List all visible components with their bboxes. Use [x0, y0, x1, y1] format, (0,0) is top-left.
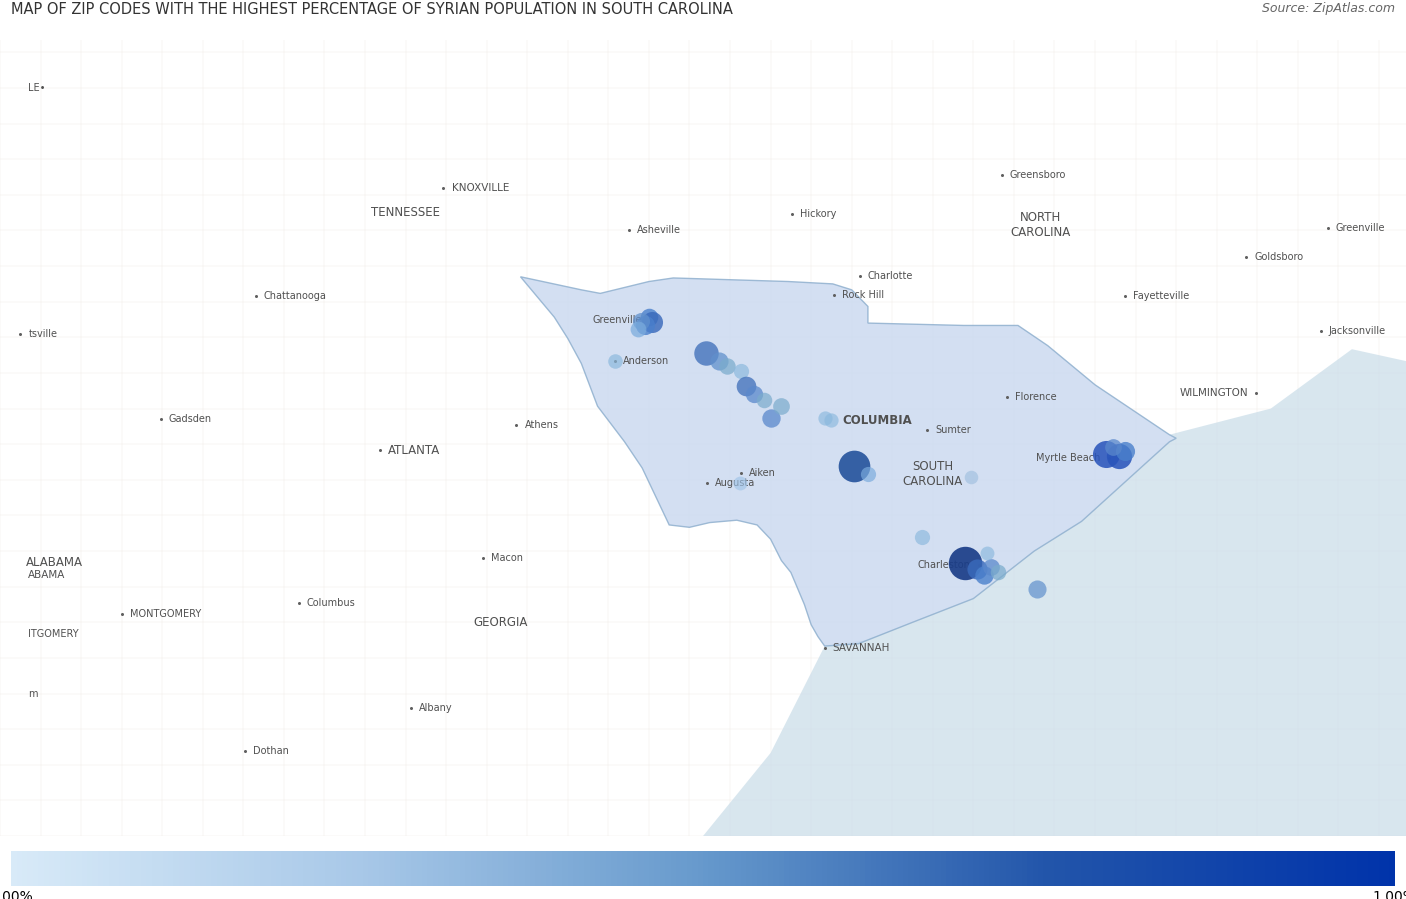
Point: [959, 470, 981, 485]
Text: Greenville: Greenville: [1336, 223, 1385, 233]
Point: [1095, 447, 1118, 461]
Point: [976, 547, 998, 561]
Point: [973, 567, 995, 582]
Point: [630, 314, 652, 328]
Text: Greenville: Greenville: [593, 315, 643, 325]
Point: [955, 556, 977, 570]
Text: Chattanooga: Chattanooga: [263, 290, 326, 301]
Text: LE•: LE•: [28, 83, 46, 93]
Text: NORTH
CAROLINA: NORTH CAROLINA: [1011, 210, 1071, 238]
Point: [627, 322, 650, 336]
Point: [695, 345, 717, 360]
Point: [735, 378, 758, 393]
Text: Jacksonville: Jacksonville: [1329, 326, 1386, 336]
Text: ALABAMA: ALABAMA: [25, 556, 83, 569]
Text: Athens: Athens: [524, 420, 558, 431]
Text: KNOXVILLE: KNOXVILLE: [451, 182, 509, 192]
Point: [911, 530, 934, 544]
Point: [966, 562, 988, 576]
Point: [759, 411, 782, 425]
Point: [638, 310, 661, 325]
Text: Asheville: Asheville: [637, 226, 681, 236]
Point: [730, 363, 752, 378]
Polygon shape: [520, 277, 1177, 646]
Point: [814, 411, 837, 425]
Point: [634, 318, 657, 333]
Text: Greensboro: Greensboro: [1010, 170, 1066, 180]
Point: [987, 565, 1010, 580]
Point: [820, 414, 842, 428]
Text: Aiken: Aiken: [749, 467, 776, 477]
Point: [770, 399, 793, 414]
Point: [1108, 449, 1130, 463]
Point: [752, 393, 775, 407]
Text: TENNESSEE: TENNESSEE: [371, 206, 440, 219]
Text: ATLANTA: ATLANTA: [388, 443, 440, 457]
Point: [1025, 582, 1047, 596]
Point: [716, 359, 738, 373]
Text: Macon: Macon: [491, 553, 523, 563]
Text: Anderson: Anderson: [623, 356, 669, 366]
Point: [1114, 444, 1136, 458]
Text: Myrtle Beach: Myrtle Beach: [1036, 453, 1101, 464]
Text: COLUMBIA: COLUMBIA: [842, 414, 912, 427]
Text: WILMINGTON: WILMINGTON: [1180, 388, 1247, 398]
Text: Gadsden: Gadsden: [169, 414, 212, 424]
Text: Albany: Albany: [419, 703, 453, 713]
Text: Hickory: Hickory: [800, 209, 837, 218]
Polygon shape: [703, 349, 1406, 836]
Point: [856, 467, 879, 481]
Text: Goldsboro: Goldsboro: [1254, 252, 1303, 262]
Text: Sumter: Sumter: [935, 425, 972, 435]
Text: Dothan: Dothan: [253, 745, 288, 755]
Text: Source: ZipAtlas.com: Source: ZipAtlas.com: [1261, 2, 1395, 14]
Point: [1101, 440, 1123, 454]
Text: MONTGOMERY: MONTGOMERY: [129, 609, 201, 619]
Text: Augusta: Augusta: [716, 478, 755, 488]
Point: [980, 559, 1002, 574]
Point: [728, 476, 751, 491]
Text: MAP OF ZIP CODES WITH THE HIGHEST PERCENTAGE OF SYRIAN POPULATION IN SOUTH CAROL: MAP OF ZIP CODES WITH THE HIGHEST PERCEN…: [11, 2, 733, 17]
Text: Rock Hill: Rock Hill: [842, 289, 884, 299]
Point: [844, 458, 866, 473]
Text: m: m: [28, 689, 38, 699]
Text: ABAMA: ABAMA: [28, 570, 66, 580]
Point: [603, 354, 626, 369]
Text: Columbus: Columbus: [307, 599, 356, 609]
Text: Charlotte: Charlotte: [868, 271, 914, 280]
Text: Florence: Florence: [1015, 392, 1057, 402]
Text: SOUTH
CAROLINA: SOUTH CAROLINA: [903, 460, 963, 488]
Text: Charleston: Charleston: [918, 560, 970, 570]
Point: [744, 387, 766, 402]
Text: ITGOMERY: ITGOMERY: [28, 629, 79, 639]
Point: [640, 315, 662, 329]
Text: GEORGIA: GEORGIA: [472, 616, 527, 628]
Text: SAVANNAH: SAVANNAH: [832, 644, 890, 654]
Text: tsville: tsville: [28, 329, 58, 339]
Text: Fayetteville: Fayetteville: [1133, 290, 1189, 301]
Point: [709, 354, 731, 369]
